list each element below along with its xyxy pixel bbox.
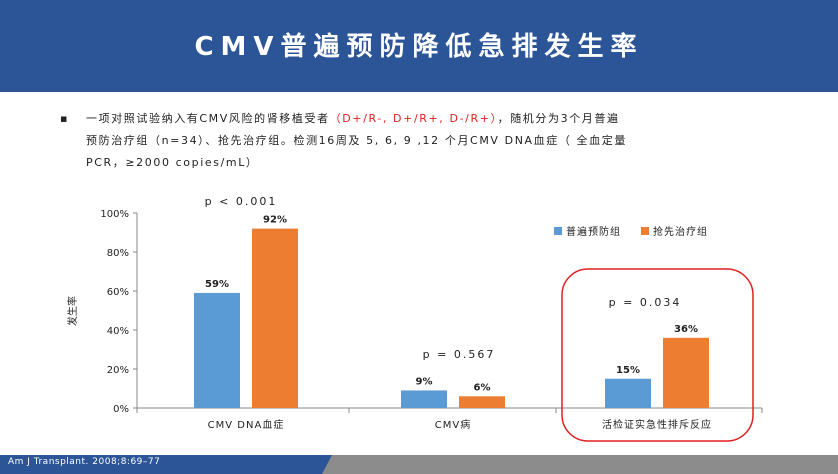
citation-text: Am J Transplant. 2008;8:69–77: [8, 457, 161, 467]
y-tick-label: 60%: [107, 287, 129, 298]
data-label: 59%: [205, 279, 229, 290]
bullet-icon: ▪: [60, 112, 70, 125]
bullet-line-1-a: 一项对照试验纳入有CMV风险的肾移植受者: [86, 112, 330, 125]
page-title: CMV普遍预防降低急排发生率: [194, 31, 644, 62]
data-label: 15%: [616, 365, 640, 376]
header-bar: CMV普遍预防降低急排发生率: [0, 0, 838, 92]
bar-2-3: [663, 337, 709, 408]
bar-1-2: [401, 390, 447, 408]
legend-item-series-2: 抢先治疗组: [641, 223, 708, 238]
x-category-label: 活检证实急性排斥反应: [602, 418, 712, 431]
y-tick-label: 100%: [100, 209, 129, 220]
data-label: 92%: [263, 215, 287, 226]
y-axis-label: 发生率: [66, 296, 79, 326]
bullet-paragraph: ▪ 一项对照试验纳入有CMV风险的肾移植受者（D+/R-, D+/R+, D-/…: [60, 108, 762, 174]
bar-1-3: [605, 378, 651, 408]
footer-accent: [0, 455, 332, 474]
bullet-line-1-c: ，随机分为3个月普遍: [497, 112, 620, 125]
bar-1-1: [194, 292, 240, 408]
y-tick-label: 40%: [107, 326, 129, 337]
bullet-line-2: 预防治疗组（n=34）、抢先治疗组。检测16周及 5, 6, 9 ,12 个月C…: [86, 134, 627, 147]
legend-item-series-1: 普遍预防组: [554, 223, 621, 238]
donor-recipient-status: （D+/R-, D+/R+, D-/R+）: [329, 112, 498, 125]
legend-swatch-series-2: [641, 226, 649, 235]
bar-2-1: [252, 228, 298, 408]
legend-label-series-1: 普遍预防组: [566, 227, 621, 238]
data-label: 6%: [474, 382, 491, 393]
x-category-label: CMV病: [435, 418, 471, 431]
data-label: 9%: [416, 376, 433, 387]
y-tick-label: 0%: [113, 404, 129, 415]
chart-legend: 普遍预防组 抢先治疗组: [554, 223, 728, 238]
data-label: 36%: [674, 324, 698, 335]
bullet-line-1: 一项对照试验纳入有CMV风险的肾移植受者（D+/R-, D+/R+, D-/R+…: [86, 108, 762, 130]
p-value-annotation: p < 0.001: [205, 195, 278, 208]
highlight-outline: [561, 268, 754, 442]
bullet-line-3: PCR，≥2000 copies/mL）: [86, 156, 259, 169]
legend-label-series-2: 抢先治疗组: [653, 227, 708, 238]
legend-swatch-series-1: [554, 226, 562, 235]
bar-2-2: [459, 396, 505, 408]
p-value-annotation: p = 0.567: [423, 348, 496, 361]
y-tick-label: 80%: [107, 248, 129, 259]
y-tick-label: 20%: [107, 365, 129, 376]
x-category-label: CMV DNA血症: [208, 418, 285, 431]
p-value-annotation: p = 0.034: [609, 296, 682, 309]
